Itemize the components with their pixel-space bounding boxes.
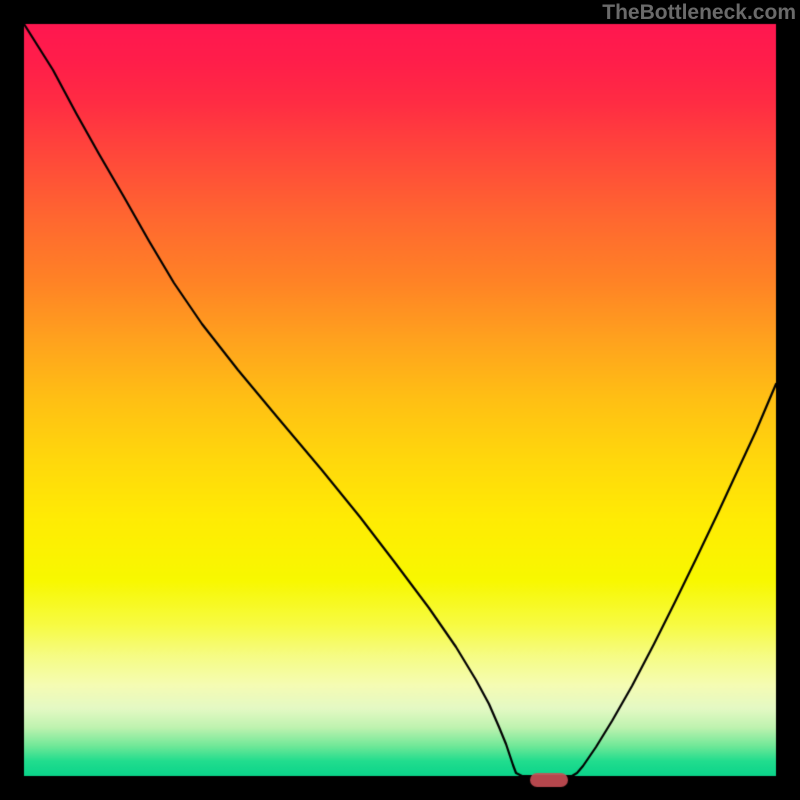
chart-container: TheBottleneck.com (0, 0, 800, 800)
watermark-label: TheBottleneck.com (602, 1, 796, 25)
bottleneck-chart-canvas (0, 0, 800, 800)
